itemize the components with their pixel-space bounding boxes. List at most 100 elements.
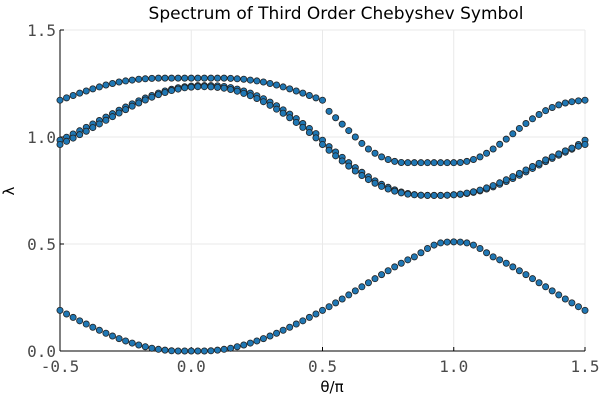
data-point [581, 140, 589, 148]
data-point [200, 347, 208, 355]
data-point [574, 303, 582, 311]
data-point [89, 323, 97, 331]
data-point [109, 113, 117, 121]
data-point [266, 80, 274, 88]
data-point [299, 123, 307, 131]
data-point [345, 162, 353, 170]
data-point [450, 238, 458, 246]
data-point [161, 88, 169, 96]
data-point [483, 184, 491, 192]
data-point [76, 131, 84, 139]
data-point [535, 111, 543, 119]
data-point [200, 74, 208, 82]
data-point [312, 310, 320, 318]
data-point [463, 189, 471, 197]
data-point [56, 140, 64, 148]
data-point [542, 156, 550, 164]
data-point [200, 83, 208, 91]
data-point [240, 89, 248, 97]
data-point [194, 74, 202, 82]
data-point [95, 83, 103, 91]
data-point [141, 96, 149, 104]
data-point [338, 295, 346, 303]
data-point [102, 81, 110, 89]
data-point [364, 145, 372, 153]
data-point [561, 295, 569, 303]
data-point [122, 337, 130, 345]
data-point [515, 267, 523, 275]
data-point [417, 159, 425, 167]
data-point [227, 74, 235, 82]
data-point [246, 339, 254, 347]
data-point [89, 85, 97, 93]
data-point [233, 87, 241, 95]
data-point [443, 191, 451, 199]
data-point [476, 244, 484, 252]
data-point [305, 91, 313, 99]
data-point [318, 96, 326, 104]
data-point [338, 120, 346, 128]
data-point [273, 105, 281, 113]
data-point [509, 130, 517, 138]
data-point [115, 109, 123, 117]
data-point [194, 83, 202, 91]
data-point [384, 185, 392, 193]
y-tick-label: 1.0 [27, 128, 56, 147]
x-tick-label: 1.0 [439, 357, 468, 376]
data-point [502, 259, 510, 267]
data-point [378, 182, 386, 190]
data-point [128, 76, 136, 84]
data-point [325, 146, 333, 154]
data-point [286, 114, 294, 122]
data-point [529, 275, 537, 283]
data-point [318, 140, 326, 148]
data-point [437, 159, 445, 167]
data-point [122, 77, 130, 85]
data-point [187, 74, 195, 82]
data-point [187, 347, 195, 355]
data-point [181, 74, 189, 82]
data-point [95, 120, 103, 128]
data-point [430, 159, 438, 167]
data-point [423, 159, 431, 167]
data-point [351, 133, 359, 141]
data-point [463, 239, 471, 247]
data-point [312, 134, 320, 142]
data-point [332, 299, 340, 307]
data-point [391, 263, 399, 271]
data-point [292, 320, 300, 328]
data-point [469, 188, 477, 196]
data-point [443, 238, 451, 246]
data-point [141, 343, 149, 351]
y-axis-label: λ [0, 186, 18, 195]
data-point [76, 317, 84, 325]
data-point [404, 256, 412, 264]
data-point [148, 74, 156, 82]
data-point [515, 169, 523, 177]
data-point [253, 77, 261, 85]
data-point [279, 326, 287, 334]
data-point [115, 78, 123, 86]
data-point [548, 287, 556, 295]
data-point [56, 306, 64, 314]
data-point [213, 346, 221, 354]
data-point [253, 94, 261, 102]
data-point [581, 96, 589, 104]
data-point [397, 158, 405, 166]
data-point [456, 238, 464, 246]
data-point [299, 89, 307, 97]
data-point [581, 306, 589, 314]
data-point [437, 191, 445, 199]
data-point [63, 137, 71, 145]
data-point [240, 75, 248, 83]
data-point [89, 124, 97, 132]
data-point [476, 153, 484, 161]
data-point [502, 135, 510, 143]
data-point [292, 118, 300, 126]
data-point [174, 74, 182, 82]
data-point [502, 176, 510, 184]
data-point [69, 91, 77, 99]
data-point [161, 74, 169, 82]
data-point [325, 107, 333, 115]
data-point [161, 346, 169, 354]
